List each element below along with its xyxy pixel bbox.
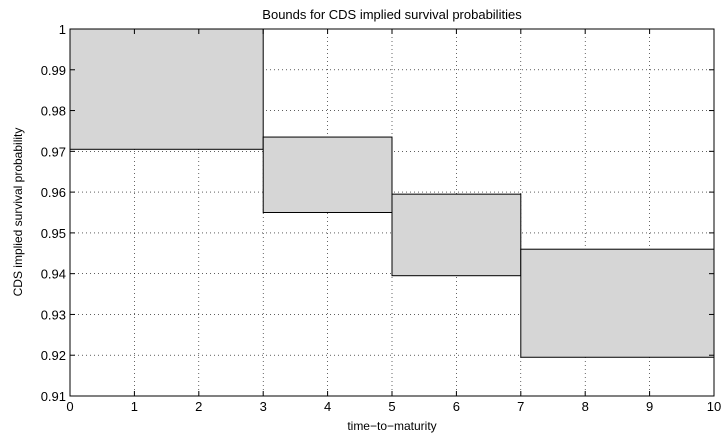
x-tick-label: 4 [324, 399, 331, 414]
chart-title: Bounds for CDS implied survival probabil… [262, 7, 522, 22]
x-axis-label: time−to−maturity [347, 419, 436, 433]
bound-box-2 [262, 136, 393, 213]
bound-box-4 [520, 248, 715, 358]
x-tick-label: 9 [646, 399, 653, 414]
x-tick-label: 5 [388, 399, 395, 414]
x-tick-label: 2 [195, 399, 202, 414]
x-tick-label: 0 [66, 399, 73, 414]
x-tick-label: 1 [131, 399, 138, 414]
y-tick-label: 0.93 [41, 307, 66, 322]
y-tick-label: 0.92 [41, 348, 66, 363]
bound-box-1 [69, 28, 264, 150]
bound-boxes [69, 28, 715, 358]
y-tick-label: 0.98 [41, 104, 66, 119]
x-tick-label: 8 [582, 399, 589, 414]
y-tick-label: 0.91 [41, 389, 66, 404]
x-tick-label: 3 [260, 399, 267, 414]
y-axis-label: CDS implied survival probability [11, 128, 25, 297]
x-tick-label: 7 [517, 399, 524, 414]
y-tick-label: 0.94 [41, 267, 66, 282]
y-tick-label: 0.96 [41, 185, 66, 200]
y-tick-label: 0.99 [41, 63, 66, 78]
bound-box-3 [391, 193, 522, 277]
y-tick-label: 1 [59, 22, 66, 37]
x-tick-label: 10 [707, 399, 721, 414]
x-tick-label: 6 [453, 399, 460, 414]
y-tick-label: 0.97 [41, 144, 66, 159]
y-tick-label: 0.95 [41, 226, 66, 241]
axis-ticks: 0 1 2 3 4 5 6 7 8 9 10 0.91 0.92 0.93 0.94 0.95 0.96 0.97… [41, 22, 721, 414]
